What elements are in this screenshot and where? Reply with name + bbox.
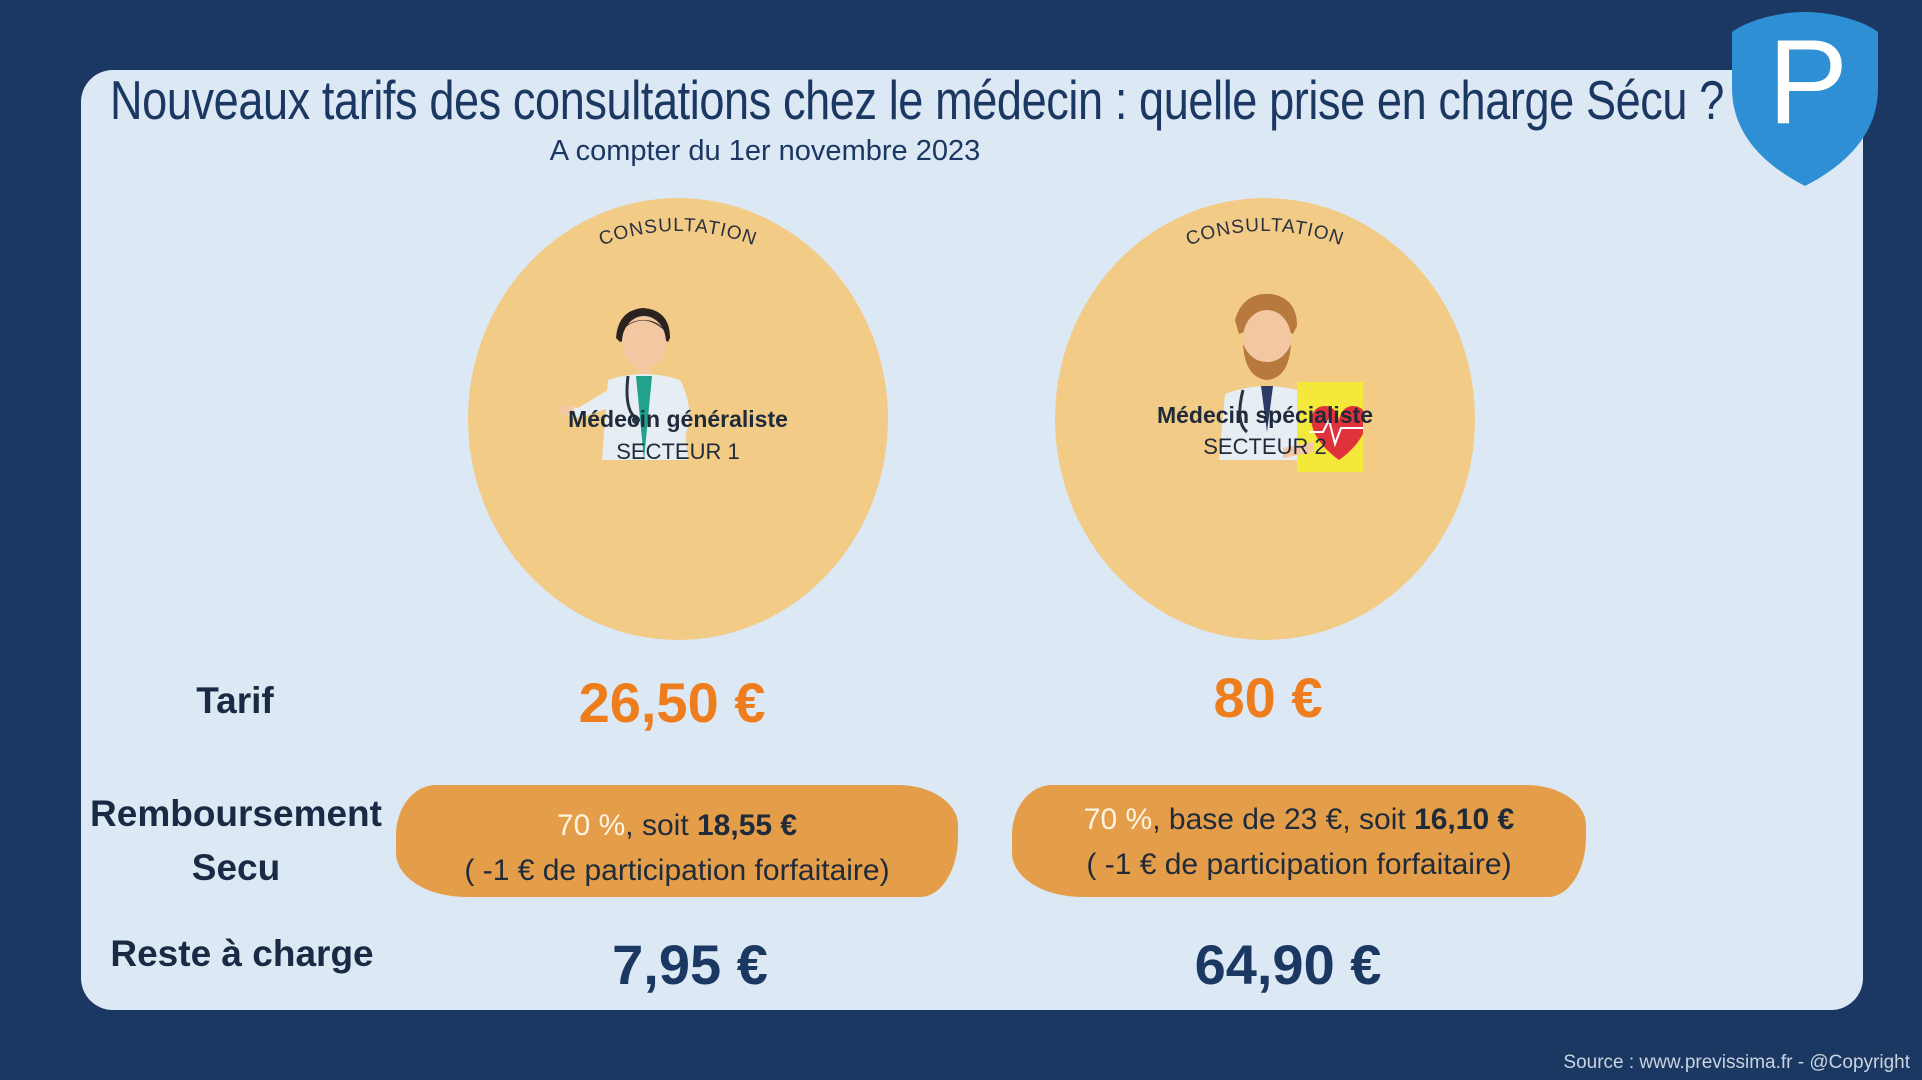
remb-pct-1: 70 % <box>556 809 626 842</box>
female-doctor-illustration <box>558 308 690 460</box>
consultation-label-1: CONSULTATION <box>596 215 759 250</box>
reste-specialiste: 64,90 € <box>1194 933 1382 996</box>
tarif-specialiste: 80 € <box>1213 666 1323 729</box>
reste-label: Reste à charge <box>110 933 374 974</box>
remb-amount-2: 16,10 € <box>1414 803 1515 836</box>
remb-mid-1: , soit <box>625 809 697 842</box>
generaliste-circle: CONSULTATION Médecin généraliste SECTEUR… <box>468 198 888 640</box>
male-doctor-illustration <box>1219 293 1363 472</box>
remboursement-label-line2: Secu <box>191 847 281 888</box>
reste-generaliste: 7,95 € <box>612 933 768 996</box>
page-title: Nouveaux tarifs des consultations chez l… <box>110 69 1724 131</box>
consultation-arc-1: CONSULTATION <box>596 215 760 250</box>
tarif-label: Tarif <box>196 680 274 721</box>
tarif-generaliste: 26,50 € <box>578 671 766 734</box>
specialiste-circle: CONSULTATION Médecin spécialiste SECTEUR… <box>1055 198 1475 640</box>
consultation-label-2: CONSULTATION <box>1183 215 1346 250</box>
remb-amount-1: 18,55 € <box>697 809 798 842</box>
svg-text:CONSULTATION: CONSULTATION <box>596 215 760 250</box>
specialiste-sector: SECTEUR 2 <box>1203 434 1327 459</box>
remboursement-label-line1: Remboursement <box>90 793 382 834</box>
source-credit: Source : www.previssima.fr - @Copyright <box>1563 1052 1910 1073</box>
remb-pct-2: 70 % <box>1083 803 1153 836</box>
consultation-arc-2: CONSULTATION <box>1183 215 1347 250</box>
specialiste-name: Médecin spécialiste <box>1156 402 1374 428</box>
page-subtitle: A compter du 1er novembre 2023 <box>549 135 981 167</box>
remboursement-generaliste-pill: 70 %, soit 18,55 € ( -1 € de participati… <box>396 785 958 897</box>
remb-mid-2: , base de 23 €, soit <box>1152 803 1415 836</box>
remb-note-2: ( -1 € de participation forfaitaire) <box>1086 848 1512 881</box>
generaliste-name: Médecin généraliste <box>568 406 788 432</box>
remboursement-specialiste-pill: 70 %, base de 23 €, soit 16,10 € ( -1 € … <box>1012 785 1586 897</box>
generaliste-sector: SECTEUR 1 <box>616 439 740 464</box>
previssima-logo: P <box>1732 12 1878 186</box>
remb-note-1: ( -1 € de participation forfaitaire) <box>464 854 890 887</box>
svg-text:CONSULTATION: CONSULTATION <box>1183 215 1347 250</box>
logo-letter: P <box>1768 15 1848 149</box>
